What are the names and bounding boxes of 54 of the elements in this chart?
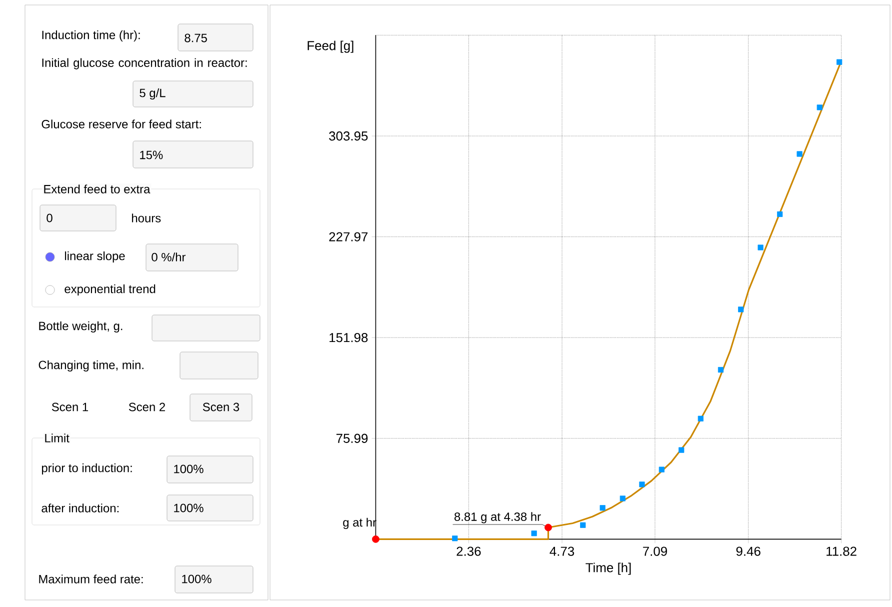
text: 8.75 [184,34,207,42]
text: Scen 3 [202,402,240,412]
text: Induction time (hr): [42,30,140,42]
text: after induction: [42,504,119,512]
point [738,306,744,312]
text: 100% [182,574,212,584]
text: Extend feed to extra [44,184,150,194]
text: 0 [46,214,52,222]
x-axis-title: Time [h] [586,562,631,575]
point [796,151,802,157]
text: Glucose reserve for feed start: [42,120,201,128]
x-tick-label: 9.46 [736,546,760,556]
y-axis-title: Feed [g] [308,40,354,53]
y-tick-label: 75.99 [336,434,368,443]
text: Limit [45,434,70,442]
point [372,535,380,543]
point [658,466,664,472]
text: 5 g/L [140,88,166,100]
point [718,366,724,373]
x-tick-label: 11.82 [826,546,856,556]
text: prior to induction: [42,463,132,475]
text: Changing time, min. [38,360,144,372]
x-tick-label: 2.36 [456,546,481,556]
point [678,447,684,453]
text: linear slope [65,251,125,263]
text: Scen 2 [128,402,166,412]
point [452,536,458,542]
point [777,211,783,217]
y-tick-label: 227.97 [329,232,368,242]
point [531,530,537,536]
point [580,522,586,528]
text: Scen 1 [52,402,88,412]
text: Bottle weight, g. [39,321,122,333]
x-tick-label: 7.09 [643,546,667,556]
point [698,416,704,422]
x-tick-label: 4.73 [550,546,574,556]
point [600,505,606,511]
text: 0 %/hr [152,252,186,262]
text: Maximum feed rate: [39,574,143,584]
point [836,59,842,65]
text: 15% [140,150,163,160]
y-tick-label: 303.95 [329,131,368,141]
point [544,524,552,532]
text: Initial glucose concentration in reactor: [42,58,247,70]
point [758,244,764,250]
text: hours [132,214,161,222]
point [816,104,822,110]
point [639,482,645,488]
point [620,496,626,502]
annotation: 8.81 g at 4.38 hr [454,512,541,524]
text: 100% [174,464,204,474]
text: 100% [174,504,204,512]
y-tick-label: 151.98 [330,332,368,342]
text: exponential trend [64,284,156,296]
